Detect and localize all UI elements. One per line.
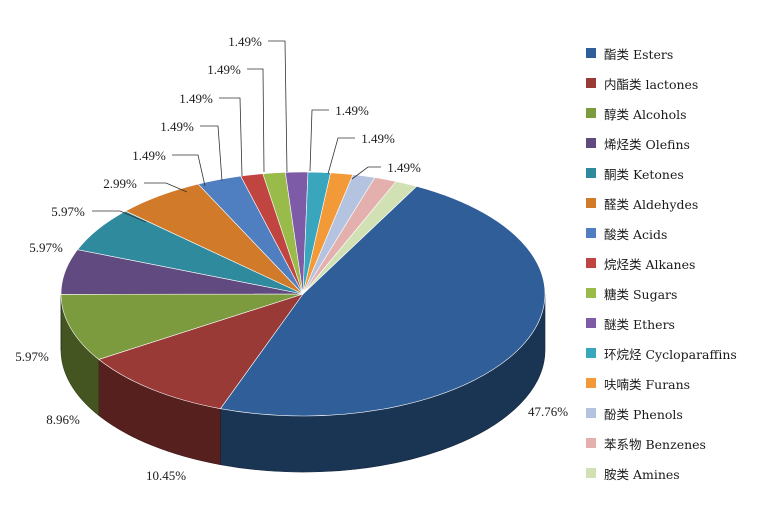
data-label: 8.96% [46, 412, 80, 427]
legend-item: 烯烃类 Olefins [586, 128, 766, 158]
legend-item: 酸类 Acids [586, 218, 766, 248]
legend-swatch [586, 288, 596, 298]
legend-label: 酯类 Esters [604, 46, 674, 62]
pie-slice [60, 293, 304, 360]
legend-swatch [586, 348, 596, 358]
legend-item: 内酯类 lactones [586, 68, 766, 98]
data-label: 1.49% [361, 131, 395, 146]
legend-label: 苯系物 Benzenes [604, 436, 706, 452]
legend-swatch [586, 468, 596, 478]
legend-label: 烷烃类 Alkanes [604, 256, 696, 272]
leader-line [268, 40, 288, 173]
leader-line [144, 182, 188, 193]
data-label: 1.49% [207, 62, 241, 77]
leader-line [200, 125, 223, 182]
legend-label: 醇类 Alcohols [604, 106, 687, 122]
legend-item: 胺类 Amines [586, 458, 766, 488]
leader-line [219, 97, 243, 177]
legend-label: 醛类 Aldehydes [604, 196, 699, 212]
data-label: 1.49% [179, 91, 213, 106]
data-label: 1.49% [387, 160, 421, 175]
legend-label: 烯烃类 Olefins [604, 136, 690, 152]
data-label: 5.97% [51, 204, 85, 219]
legend-item: 苯系物 Benzenes [586, 428, 766, 458]
legend-item: 醛类 Aldehydes [586, 188, 766, 218]
legend-label: 酚类 Phenols [604, 406, 683, 422]
legend-label: 糖类 Sugars [604, 286, 678, 302]
legend-label: 醚类 Ethers [604, 316, 675, 332]
legend-item: 烷烃类 Alkanes [586, 248, 766, 278]
data-label: 1.49% [160, 119, 194, 134]
legend-label: 胺类 Amines [604, 466, 680, 482]
legend-swatch [586, 168, 596, 178]
legend-label: 酸类 Acids [604, 226, 668, 242]
data-label: 2.99% [103, 176, 137, 191]
legend-swatch [586, 318, 596, 328]
data-label: 47.76% [528, 404, 568, 419]
legend-swatch [586, 48, 596, 58]
leader-line [351, 166, 381, 180]
legend-swatch [586, 438, 596, 448]
data-label: 5.97% [15, 349, 49, 364]
legend-item: 糖类 Sugars [586, 278, 766, 308]
legend-item: 醇类 Alcohols [586, 98, 766, 128]
legend-item: 呋喃类 Furans [586, 368, 766, 398]
data-label: 1.49% [228, 34, 262, 49]
legend-swatch [586, 108, 596, 118]
legend-label: 呋喃类 Furans [604, 376, 691, 392]
data-label: 10.45% [146, 468, 186, 483]
legend-item: 酚类 Phenols [586, 398, 766, 428]
legend-swatch [586, 228, 596, 238]
leader-line [247, 68, 265, 173]
data-label: 1.49% [132, 148, 166, 163]
legend-label: 环烷烃 Cycloparaffins [604, 346, 737, 362]
legend-item: 醚类 Ethers [586, 308, 766, 338]
legend-swatch [586, 78, 596, 88]
leader-line [327, 137, 355, 175]
leader-line [92, 210, 147, 223]
data-label: 1.49% [335, 103, 369, 118]
pie-slice [302, 181, 418, 295]
data-label: 5.97% [29, 240, 63, 255]
legend-item: 环烷烃 Cycloparaffins [586, 338, 766, 368]
legend-label: 酮类 Ketones [604, 166, 684, 182]
pie-slice [219, 185, 546, 417]
legend-swatch [586, 138, 596, 148]
legend-label: 内酯类 lactones [604, 76, 699, 92]
legend-swatch [586, 378, 596, 388]
legend-swatch [586, 408, 596, 418]
pie-slice [98, 293, 304, 410]
leader-line [309, 109, 329, 172]
legend-swatch [586, 258, 596, 268]
legend-swatch [586, 198, 596, 208]
legend-item: 酮类 Ketones [586, 158, 766, 188]
leader-line [172, 154, 206, 187]
legend-item: 酯类 Esters [586, 38, 766, 68]
legend: 酯类 Esters 内酯类 lactones 醇类 Alcohols 烯烃类 Olef… [586, 38, 766, 488]
